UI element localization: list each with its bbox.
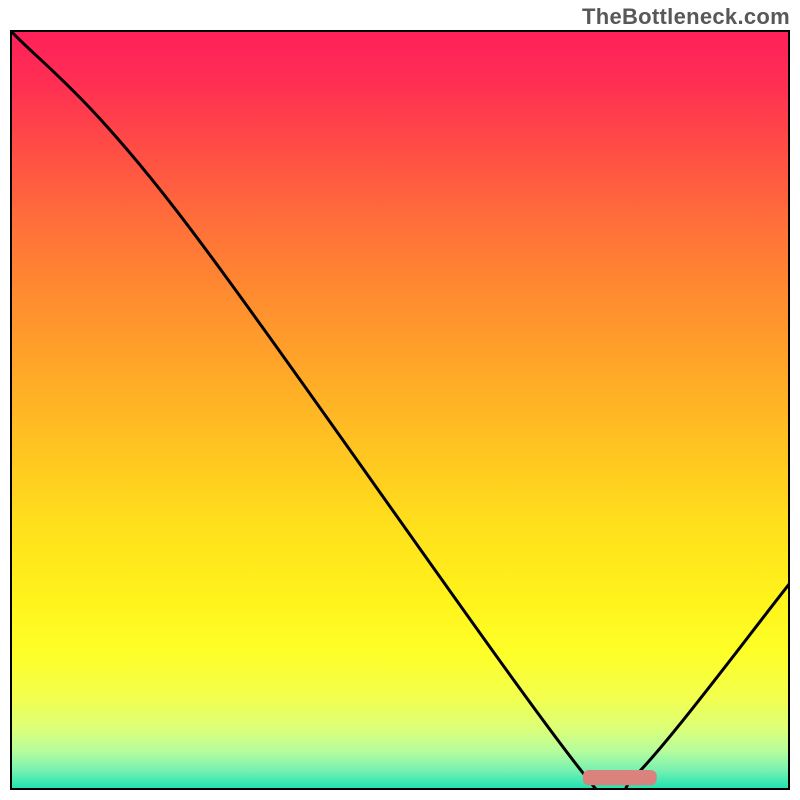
trough-marker: [583, 770, 657, 785]
chart-svg: [10, 30, 790, 790]
chart-container: TheBottleneck.com: [0, 0, 800, 800]
watermark: TheBottleneck.com: [582, 4, 790, 30]
plot-area: [10, 30, 790, 790]
watermark-text: TheBottleneck.com: [582, 4, 790, 29]
gradient-background: [11, 31, 789, 789]
